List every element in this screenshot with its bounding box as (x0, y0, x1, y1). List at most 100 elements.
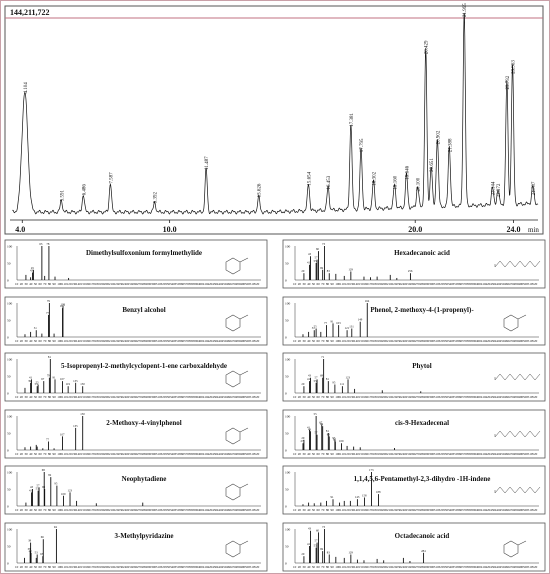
spectrum-y-tick: 0 (285, 562, 287, 566)
peak-rt-label: 15.654 (307, 171, 312, 185)
spectrum-y-tick: 100 (285, 528, 291, 532)
spectrum-x-tick: 190 (99, 565, 104, 569)
spectrum-x-tick: 400 (476, 395, 481, 399)
spectrum-y-tick: 50 (285, 262, 289, 266)
spectrum-peak-label: 57 (37, 483, 41, 487)
spectrum-x-tick: 240 (123, 508, 128, 512)
spectrum-x-tick: 30 (24, 452, 28, 456)
spectrum-x-tick: 110 (340, 565, 345, 569)
spectrum-x-tick: 270 (137, 452, 142, 456)
spectrum-x-tick: 370 (184, 508, 189, 512)
spectrum-x-tick: 230 (396, 565, 401, 569)
spectrum-x-tick: 290 (424, 565, 429, 569)
spectrum-x-tick: 420 (485, 508, 490, 512)
spectrum-frame (282, 465, 546, 515)
spectrum-x-tick: 180 (373, 508, 378, 512)
spectrum-x-tick: 370 (462, 395, 467, 399)
spectrum-x-tick: 410 (481, 452, 486, 456)
spectrum-peak-label: 79 (47, 299, 51, 303)
spectrum-x-tick: 230 (396, 339, 401, 343)
spectrum-peak-label: 164 (365, 299, 370, 303)
spectrum-x-tick: 270 (415, 565, 420, 569)
spectrum-peak-label: 38 (28, 547, 32, 551)
spectrum-x-tick: 140 (354, 452, 359, 456)
spectrum-x-tick: 90 (53, 565, 57, 569)
spectrum-x-tick: 490 (518, 508, 523, 512)
peak-rt-label: 17.381 (350, 113, 355, 127)
spectrum-x-tick: 490 (518, 452, 523, 456)
structure-bond (239, 370, 249, 376)
spectrum-x-tick: 280 (420, 565, 425, 569)
x-tick-label: 24.0 (506, 225, 520, 234)
spectrum-y-tick: 50 (285, 375, 289, 379)
spectrum-x-tick: 120 (67, 565, 72, 569)
spectrum-peak-label: 69 (320, 266, 324, 270)
spectrum-y-tick: 0 (285, 505, 287, 509)
spectrum-peak-label: 71 (321, 355, 325, 359)
spectrum-x-tick: 260 (132, 565, 137, 569)
spectrum-x-tick: 260 (132, 339, 137, 343)
spectrum-x-tick: 440 (495, 395, 500, 399)
spectrum-x-tick: 260 (132, 395, 137, 399)
spectrum-peak-label: 55 (314, 544, 318, 548)
spectrum-x-tick: 300 (151, 565, 156, 569)
spectrum-x-tick: 170 (368, 339, 373, 343)
spectrum-x-tick: 80 (326, 339, 330, 343)
spectrum-x-tick: 320 (160, 508, 165, 512)
spectrum-x-tick: 100 (57, 339, 62, 343)
spectrum-y-tick: 50 (285, 319, 289, 323)
spectrum-x-tick: 150 (81, 339, 86, 343)
spectrum-x-tick: 310 (156, 339, 161, 343)
spectrum-x-tick: 390 (193, 339, 198, 343)
spectrum-x-tick: 280 (420, 452, 425, 456)
spectrum-x-tick: 200 (104, 339, 109, 343)
spectrum-peak-label: 109 (339, 439, 344, 443)
spectrum-x-tick: 300 (151, 282, 156, 286)
spectrum-x-tick: 70 (43, 395, 47, 399)
spectrum-x-tick: 150 (359, 339, 364, 343)
spectrum-x-tick: 490 (240, 452, 245, 456)
spectrum-x-tick: 300 (151, 452, 156, 456)
spectrum-x-tick: 340 (448, 395, 453, 399)
spectrum-x-tick: 430 (212, 282, 217, 286)
spectrum-x-tick: 210 (109, 508, 114, 512)
spectrum-x-tick: 100 (335, 452, 340, 456)
spectrum-x-tick: 370 (184, 339, 189, 343)
spectrum-y-tick: 50 (285, 545, 289, 549)
spectrum-x-tick: 260 (410, 508, 415, 512)
spectrum-x-tick: 90 (331, 565, 335, 569)
spectrum-x-tick: 60 (38, 565, 42, 569)
spectrum-x-tick: 80 (326, 452, 330, 456)
spectrum-x-tick: 380 (189, 508, 194, 512)
spectrum-x-tick: 490 (240, 339, 245, 343)
spectrum-x-tick: 440 (495, 452, 500, 456)
spectrum-x-tick: 130 (71, 282, 76, 286)
spectrum-x-tick: 240 (401, 508, 406, 512)
spectrum-peak-label: 73 (322, 242, 326, 246)
spectrum-x-tick: 90 (53, 395, 57, 399)
spectrum-x-tick: 20 (298, 452, 302, 456)
spectrum-y-tick: 50 (7, 545, 11, 549)
spectrum-x-tick: 350 (175, 339, 180, 343)
spectrum-x-tick: 160 (363, 395, 368, 399)
spectrum-x-tick: 410 (481, 339, 486, 343)
spectrum-x-tick: 510 (528, 565, 533, 569)
spectrum-x-tick: 280 (142, 565, 147, 569)
spectrum-x-tick: 410 (203, 395, 208, 399)
spectrum-x-tick: 490 (240, 282, 245, 286)
spectrum-x-tick: 150 (359, 565, 364, 569)
spectrum-x-tick: 230 (118, 282, 123, 286)
spectrum-x-tick: 100 (335, 565, 340, 569)
spectrum-x-tick: 170 (90, 565, 95, 569)
spectrum-x-tick: 360 (457, 452, 462, 456)
spectrum-x-tick: 30 (24, 565, 28, 569)
spectrum-x-tick: 30 (302, 452, 306, 456)
spectrum-x-tick: 390 (193, 395, 198, 399)
spectrum-x-tick: 470 (509, 508, 514, 512)
spectrum-x-tick: 110 (340, 452, 345, 456)
spectrum-y-tick: 0 (7, 279, 9, 283)
